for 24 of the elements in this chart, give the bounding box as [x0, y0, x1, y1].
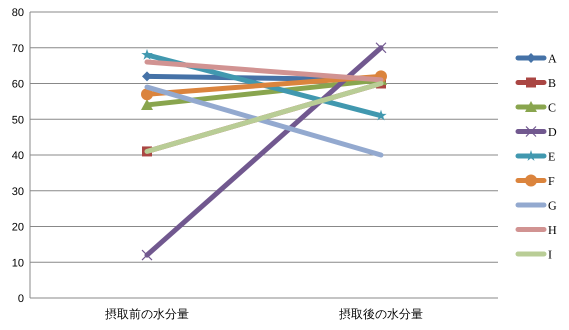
point	[141, 250, 153, 261]
point	[141, 48, 153, 60]
legend-label: C	[548, 100, 556, 114]
y-tick-label: 30	[12, 186, 24, 198]
y-tick-label: 50	[12, 114, 24, 126]
legend-label: I	[548, 248, 552, 262]
y-tick-label: 80	[12, 7, 24, 19]
y-tick-label: 70	[12, 42, 24, 55]
point	[375, 42, 387, 54]
point	[141, 88, 153, 100]
y-tick-label: 40	[12, 150, 24, 162]
legend-label: B	[548, 76, 556, 90]
y-tick-label: 0	[18, 293, 24, 305]
x-tick-label: 摂取後の水分量	[339, 307, 423, 321]
y-tick-label: 10	[12, 257, 24, 270]
legend-label: D	[548, 125, 557, 139]
legend-label: G	[548, 198, 557, 212]
legend-label: A	[548, 52, 557, 66]
x-tick-label: 摂取前の水分量	[105, 307, 189, 321]
legend-label: F	[548, 174, 555, 188]
legend-label: H	[548, 223, 557, 237]
legend-label: E	[548, 150, 556, 164]
y-tick-label: 20	[12, 222, 24, 234]
y-tick-label: 60	[12, 78, 24, 90]
